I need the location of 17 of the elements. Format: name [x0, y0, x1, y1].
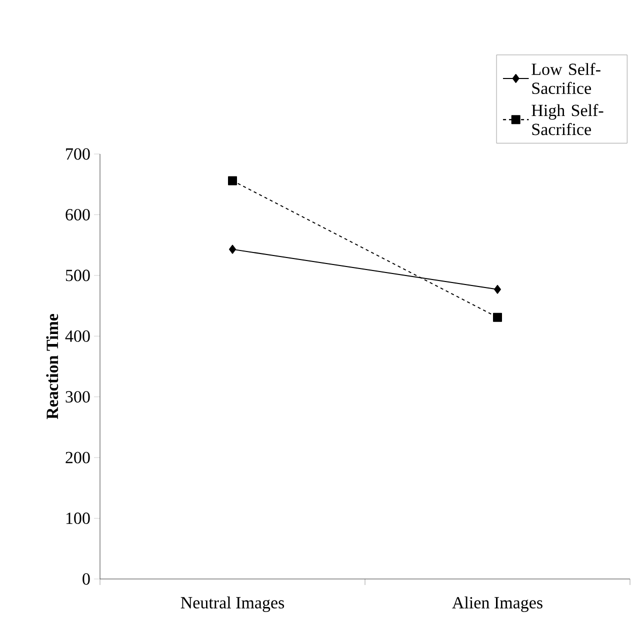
y-tick-label: 100: [66, 512, 90, 524]
point: [493, 312, 502, 322]
y-tick-label: 300: [66, 391, 90, 403]
point: [228, 176, 237, 186]
y-tick-label: 700: [66, 148, 90, 160]
point: [494, 284, 501, 294]
y-axis-title: Reaction Time: [46, 314, 58, 420]
y-tick-label: 500: [66, 270, 90, 282]
legend-label: Low Self-Sacrifice: [532, 62, 600, 94]
legend-label: High Self-Sacrifice: [532, 104, 604, 136]
y-tick-label: 0: [82, 573, 90, 585]
x-tick-label: Neutral Images: [180, 596, 284, 612]
point: [229, 244, 236, 254]
y-tick-label: 400: [65, 330, 90, 342]
y-tick-label: 600: [66, 208, 90, 220]
y-tick-label: 200: [66, 452, 90, 464]
x-tick-label: Alien Images: [452, 596, 542, 612]
